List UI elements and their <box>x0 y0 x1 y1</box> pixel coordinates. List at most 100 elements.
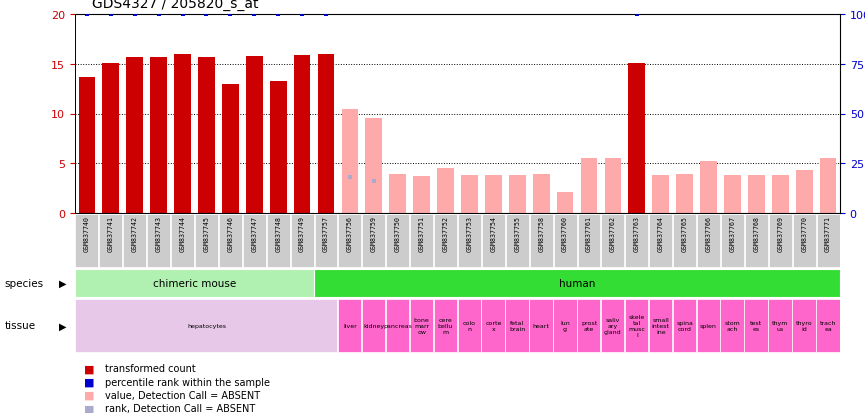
Text: GSM837747: GSM837747 <box>252 215 257 251</box>
Bar <box>796 171 812 214</box>
Text: GSM837748: GSM837748 <box>275 215 281 251</box>
Text: saliv
ary
gland: saliv ary gland <box>604 318 622 334</box>
Bar <box>820 159 836 214</box>
Bar <box>676 175 693 214</box>
Text: GSM837755: GSM837755 <box>515 215 520 251</box>
Text: ■: ■ <box>84 390 94 400</box>
Bar <box>126 58 143 214</box>
Text: lun
g: lun g <box>561 320 570 331</box>
Bar <box>317 55 335 214</box>
Bar <box>99 214 122 268</box>
Bar <box>578 214 600 268</box>
Bar <box>338 299 362 352</box>
Bar <box>601 299 625 352</box>
Bar <box>482 214 505 268</box>
Bar <box>102 64 119 214</box>
Bar <box>649 299 672 352</box>
Bar <box>650 214 672 268</box>
Text: ■: ■ <box>84 404 94 413</box>
Text: thyro
id: thyro id <box>796 320 812 331</box>
Text: GSM837760: GSM837760 <box>562 215 568 251</box>
Text: spina
cord: spina cord <box>676 320 693 331</box>
Bar <box>314 270 840 297</box>
Text: GSM837759: GSM837759 <box>371 215 377 251</box>
Text: GSM837740: GSM837740 <box>84 215 90 251</box>
Text: GSM837771: GSM837771 <box>825 215 831 251</box>
Text: bone
marr
ow: bone marr ow <box>413 318 430 334</box>
Bar <box>458 299 481 352</box>
Text: cere
bellu
m: cere bellu m <box>438 318 453 334</box>
Bar <box>362 299 385 352</box>
Text: GSM837758: GSM837758 <box>538 215 544 251</box>
Bar <box>243 214 266 268</box>
Bar <box>342 109 358 214</box>
Text: pancreas: pancreas <box>383 323 412 328</box>
Text: tissue: tissue <box>4 321 35 331</box>
Bar <box>387 214 409 268</box>
Text: liver: liver <box>343 323 356 328</box>
Text: GSM837757: GSM837757 <box>323 215 329 251</box>
Text: ■: ■ <box>84 377 94 387</box>
Text: GSM837765: GSM837765 <box>682 215 688 251</box>
Text: species: species <box>4 278 43 288</box>
Bar <box>485 176 502 214</box>
Text: GSM837756: GSM837756 <box>347 215 353 251</box>
Text: thym
us: thym us <box>772 320 788 331</box>
Bar <box>174 55 191 214</box>
Bar <box>577 299 600 352</box>
Text: GSM837745: GSM837745 <box>203 215 209 251</box>
Text: ■: ■ <box>84 363 94 373</box>
Text: GSM837761: GSM837761 <box>586 215 592 251</box>
Text: GSM837767: GSM837767 <box>729 215 735 251</box>
Text: GSM837763: GSM837763 <box>634 215 640 251</box>
Text: test
es: test es <box>750 320 762 331</box>
Text: heart: heart <box>533 323 549 328</box>
Bar <box>768 299 791 352</box>
Bar <box>246 57 263 214</box>
Bar <box>652 176 669 214</box>
Bar <box>625 214 648 268</box>
Bar <box>386 299 409 352</box>
Bar <box>533 175 549 214</box>
Bar <box>198 58 215 214</box>
Text: hepatocytes: hepatocytes <box>187 323 226 328</box>
Text: chimeric mouse: chimeric mouse <box>153 278 236 288</box>
Bar <box>816 299 840 352</box>
Text: colo
n: colo n <box>463 320 476 331</box>
Bar <box>75 270 314 297</box>
Bar <box>266 214 290 268</box>
Text: GSM837769: GSM837769 <box>778 215 783 251</box>
Bar <box>294 56 311 214</box>
Text: GSM837768: GSM837768 <box>753 215 759 251</box>
Bar <box>557 192 573 214</box>
Bar <box>195 214 218 268</box>
Bar <box>629 64 645 214</box>
Text: GSM837743: GSM837743 <box>156 215 162 251</box>
Text: GSM837770: GSM837770 <box>801 215 807 251</box>
Bar <box>437 169 454 214</box>
Text: GSM837744: GSM837744 <box>180 215 186 251</box>
Bar <box>748 176 765 214</box>
Bar <box>769 214 791 268</box>
Text: kidney: kidney <box>363 323 384 328</box>
Text: GSM837751: GSM837751 <box>419 215 425 251</box>
Bar <box>482 299 505 352</box>
Bar <box>75 299 337 352</box>
Text: GSM837764: GSM837764 <box>657 215 663 251</box>
Bar <box>505 299 529 352</box>
Bar <box>389 175 406 214</box>
Bar <box>792 214 816 268</box>
Bar <box>433 299 457 352</box>
Bar <box>554 214 577 268</box>
Bar <box>413 177 430 214</box>
Bar <box>147 214 170 268</box>
Bar <box>79 78 95 214</box>
Text: GSM837754: GSM837754 <box>490 215 497 251</box>
Bar <box>529 299 553 352</box>
Bar <box>410 214 433 268</box>
Text: prost
ate: prost ate <box>581 320 597 331</box>
Bar <box>171 214 194 268</box>
Text: value, Detection Call = ABSENT: value, Detection Call = ABSENT <box>106 390 260 400</box>
Text: GSM837750: GSM837750 <box>394 215 400 251</box>
Bar <box>222 84 239 214</box>
